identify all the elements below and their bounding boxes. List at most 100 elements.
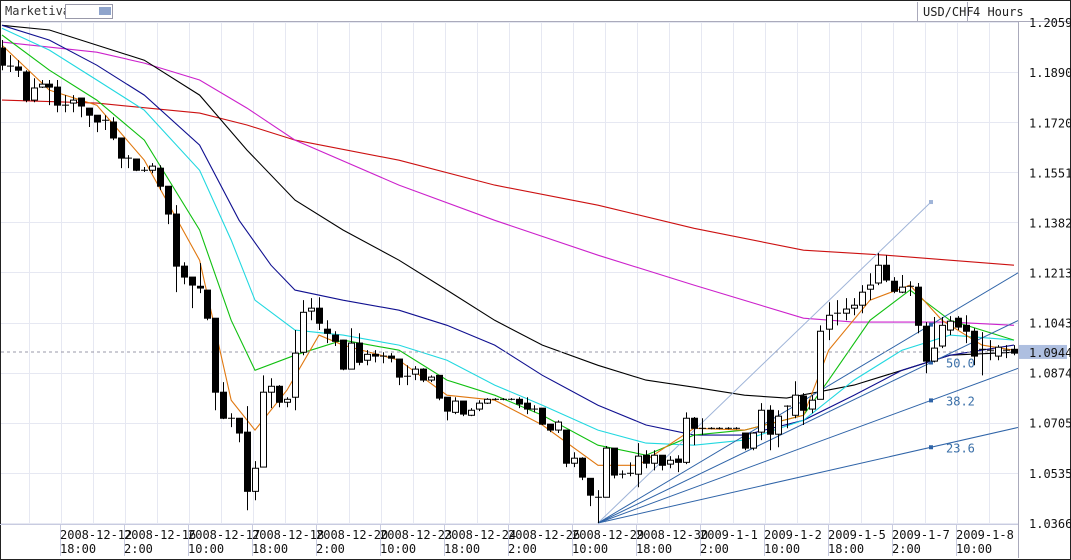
- candle-body-bullish: [149, 165, 156, 171]
- candle-body-bearish: [332, 334, 339, 342]
- candle: [388, 353, 395, 363]
- candle-body-bullish: [826, 314, 833, 330]
- time-tick-date: 2009-1-8: [956, 528, 1014, 542]
- candle: [947, 316, 954, 336]
- candle-body-bullish: [843, 308, 850, 314]
- candle: [244, 406, 251, 511]
- candle-body-bullish: [931, 347, 938, 362]
- price-tick-label: 1.0535: [1029, 467, 1071, 481]
- moving-average-line-navy: [1, 24, 1015, 436]
- price-tick-label: 1.0705: [1029, 417, 1071, 431]
- time-tick-date: 2008-12-17: [188, 528, 260, 542]
- price-tick-label: 1.1043: [1029, 317, 1071, 331]
- candle: [547, 423, 554, 433]
- candle-body-bearish: [276, 385, 283, 403]
- fan-marker: [929, 322, 933, 327]
- candle-body-bullish: [750, 432, 757, 449]
- candle: [931, 317, 938, 363]
- candle: [348, 328, 355, 370]
- candle-body-bullish: [268, 385, 275, 393]
- grid: [1, 22, 1018, 524]
- candle: [86, 107, 93, 128]
- candle: [619, 470, 626, 479]
- candle-body-bullish: [468, 409, 475, 416]
- candle: [716, 427, 723, 430]
- candle: [260, 375, 267, 468]
- time-tick-time: 18:00: [828, 542, 864, 556]
- candle: [300, 300, 307, 356]
- candle-body-bearish: [955, 317, 962, 328]
- candle: [292, 330, 299, 411]
- candle: [531, 405, 538, 413]
- fan-level-label: 50.0: [946, 357, 975, 371]
- candle: [31, 78, 38, 103]
- candle: [380, 352, 387, 364]
- price-tick-label: 1.0874: [1029, 367, 1071, 381]
- candle: [404, 365, 411, 386]
- candle: [420, 368, 427, 383]
- price-tick-label: 1.1551: [1029, 166, 1071, 180]
- candle: [775, 410, 782, 448]
- candle: [46, 80, 53, 106]
- time-tick-time: 18:00: [636, 542, 672, 556]
- fibonacci-fan: 50.0 38.2 23.6: [597, 200, 1018, 524]
- time-tick-date: 2009-1-1: [700, 528, 758, 542]
- symbol-selector[interactable]: [65, 4, 113, 19]
- candle-body-bearish: [189, 276, 196, 286]
- time-tick-time: 10:00: [956, 542, 992, 556]
- candle: [834, 300, 841, 326]
- candle-body-bearish: [587, 477, 594, 496]
- candle: [484, 398, 491, 405]
- symbol-label: USD/CHF: [917, 2, 979, 21]
- candle: [308, 298, 315, 321]
- candle: [78, 97, 85, 118]
- price-tick-label: 1.1213: [1029, 266, 1071, 280]
- candle-body-bearish: [923, 325, 930, 362]
- dropdown-button-icon[interactable]: [99, 7, 111, 15]
- price-tick-label: 1.1890: [1029, 66, 1071, 80]
- candle: [141, 167, 148, 173]
- candle: [939, 317, 946, 349]
- timeframe-label: 4 Hours: [967, 2, 1029, 21]
- candle-body-bullish: [571, 457, 578, 464]
- moving-averages: [1, 24, 1015, 466]
- candle-body-bearish: [86, 107, 93, 116]
- candle-body-bearish: [212, 317, 219, 393]
- candle: [603, 446, 610, 498]
- candle: [555, 420, 562, 434]
- candle: [800, 393, 807, 426]
- candle-body-bearish: [643, 454, 650, 464]
- candle-body-bearish: [173, 213, 180, 267]
- candle-body-bearish: [891, 280, 898, 292]
- candle-body-bearish: [372, 353, 379, 357]
- candle: [212, 317, 219, 411]
- candle: [691, 417, 698, 446]
- candle-body-bearish: [181, 265, 188, 278]
- fan-marker: [929, 398, 933, 403]
- candle-body-bullish: [260, 391, 267, 468]
- moving-average-line-black: [1, 24, 1015, 399]
- candle: [204, 289, 211, 321]
- candle-body-bearish: [356, 342, 363, 363]
- moving-average-line-red: [1, 99, 1015, 266]
- candle-body-bearish: [742, 432, 749, 449]
- candle: [236, 417, 243, 443]
- candle: [1011, 345, 1018, 356]
- candle: [165, 185, 172, 225]
- candle: [252, 461, 259, 501]
- candle: [181, 262, 188, 285]
- fan-trend-line: [597, 201, 932, 524]
- candle-body-bullish: [875, 264, 882, 284]
- time-tick-date: 2008-12-16: [124, 528, 196, 542]
- candle-body-bearish: [436, 374, 443, 399]
- candle-body-bullish: [284, 398, 291, 403]
- candle: [356, 333, 363, 366]
- candle-body-bearish: [388, 355, 395, 359]
- candle-body-bearish: [800, 395, 807, 411]
- time-tick-time: 2:00: [316, 542, 345, 556]
- app-title: Marketiva: [5, 4, 71, 18]
- candle: [611, 447, 618, 479]
- candle-body-bearish: [971, 330, 978, 357]
- fan-line: [597, 272, 1018, 524]
